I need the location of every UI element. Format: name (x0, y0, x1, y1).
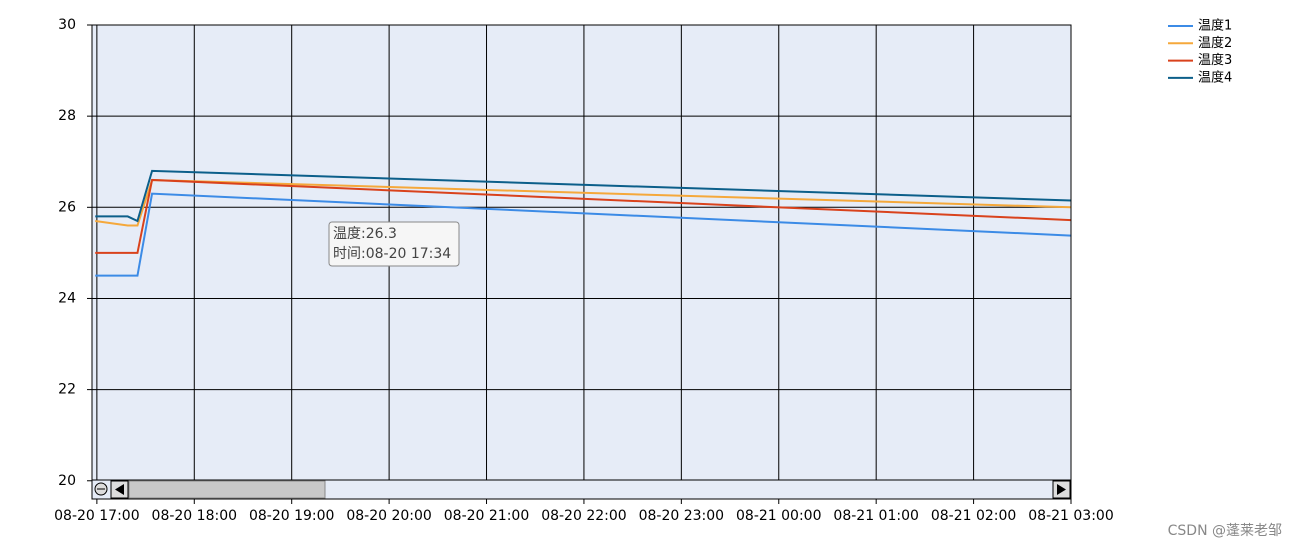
tooltip: 温度:26.3 时间:08-20 17:34 (328, 221, 460, 267)
icon (115, 484, 124, 495)
y-tick-label: 22 (58, 382, 76, 398)
y-tick-label: 24 (58, 290, 76, 306)
series-line (95, 169, 1072, 223)
plot-area (92, 25, 1071, 499)
x-tick-label: 08-20 19:00 (249, 508, 334, 524)
tooltip-line: 温度:26.3 (333, 226, 397, 242)
legend-label: 温度4 (1198, 69, 1232, 85)
y-tick-label: 26 (58, 199, 76, 215)
series-line (95, 178, 1072, 254)
y-tick-label: 20 (58, 473, 76, 489)
lines (95, 169, 1072, 277)
series-line (95, 192, 1072, 277)
y-tick-label: 28 (58, 108, 76, 124)
legend-label: 温度3 (1198, 52, 1232, 68)
tooltip-line: 时间:08-20 17:34 (333, 246, 451, 262)
x-tick-label: 08-20 20:00 (346, 508, 431, 524)
y-tick-label: 30 (58, 17, 76, 33)
x-tick-label: 08-20 21:00 (444, 508, 529, 524)
icon (1057, 484, 1066, 495)
scrollbar[interactable] (91, 479, 1072, 500)
x-tick-label: 08-20 17:00 (54, 508, 139, 524)
legend-label: 温度2 (1198, 35, 1232, 51)
series-line (95, 178, 1072, 227)
x-tick-label: 08-20 23:00 (639, 508, 724, 524)
watermark: CSDN @蓬莱老邹 (1168, 523, 1282, 539)
scroll-track (91, 479, 1072, 500)
x-tick-label: 08-21 03:00 (1028, 508, 1113, 524)
x-tick-label: 08-21 01:00 (833, 508, 918, 524)
scroll-thumb[interactable] (128, 480, 326, 499)
tooltip-box (328, 221, 460, 267)
x-tick-label: 08-21 02:00 (931, 508, 1016, 524)
x-tick-label: 08-20 22:00 (541, 508, 626, 524)
x-tick-label: 08-20 18:00 (152, 508, 237, 524)
legend-label: 温度1 (1198, 18, 1232, 34)
x-tick-label: 08-21 00:00 (736, 508, 821, 524)
